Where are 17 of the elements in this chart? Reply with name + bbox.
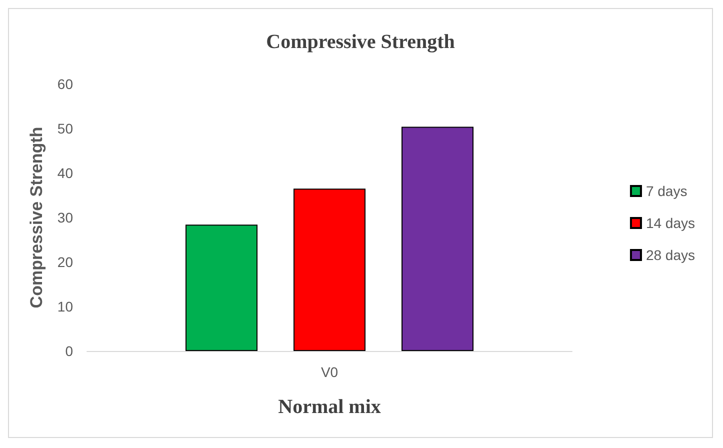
y-tick-label: 60 — [57, 76, 74, 92]
x-axis-title: Normal mix — [278, 396, 381, 418]
chart-title: Compressive Strength — [266, 31, 455, 53]
y-tick-label: 50 — [57, 120, 74, 136]
legend-label: 14 days — [646, 215, 696, 231]
y-tick-label: 30 — [57, 210, 74, 226]
y-tick-label: 10 — [57, 298, 74, 314]
y-tick-label: 20 — [57, 254, 74, 270]
legend-label: 28 days — [646, 247, 696, 263]
bar — [186, 224, 258, 351]
y-axis-title: Compressive Strength — [27, 126, 46, 308]
x-tick-label: V0 — [320, 364, 338, 380]
bar — [402, 126, 474, 351]
y-tick-label: 40 — [57, 165, 74, 181]
bar — [294, 188, 366, 351]
legend-label: 7 days — [646, 183, 688, 199]
y-tick-label: 0 — [65, 343, 74, 359]
